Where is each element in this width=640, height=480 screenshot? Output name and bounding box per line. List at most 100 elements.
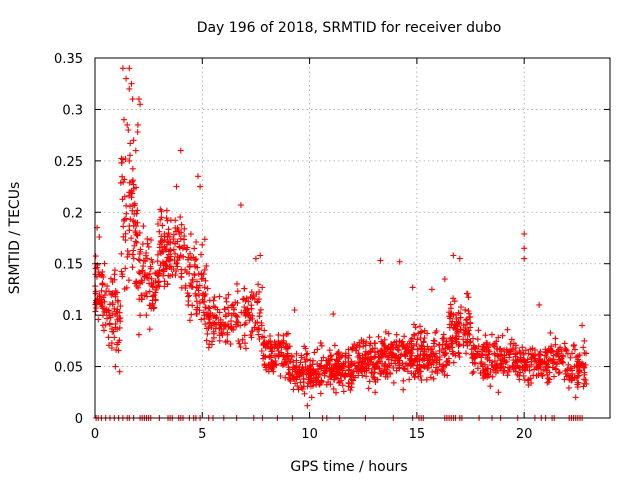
data-point bbox=[291, 364, 298, 371]
data-point bbox=[411, 321, 417, 328]
data-point bbox=[285, 369, 292, 376]
data-point bbox=[150, 305, 157, 312]
data-point bbox=[489, 331, 495, 338]
data-point bbox=[425, 359, 432, 366]
data-point bbox=[159, 259, 166, 266]
data-point bbox=[129, 207, 136, 214]
data-point bbox=[376, 365, 383, 372]
data-point bbox=[466, 310, 473, 317]
data-point bbox=[166, 264, 173, 270]
data-point bbox=[206, 305, 213, 312]
data-point bbox=[525, 350, 532, 357]
data-point bbox=[134, 129, 141, 135]
data-point bbox=[475, 327, 482, 334]
data-point bbox=[126, 189, 133, 196]
data-point bbox=[567, 372, 574, 379]
data-point bbox=[345, 367, 352, 374]
data-point bbox=[448, 310, 455, 317]
data-point bbox=[398, 339, 405, 346]
data-point bbox=[458, 304, 464, 311]
data-point bbox=[119, 173, 126, 180]
data-point bbox=[262, 344, 269, 351]
data-point bbox=[293, 350, 300, 357]
data-point bbox=[455, 333, 462, 340]
data-point bbox=[146, 326, 153, 333]
data-point bbox=[364, 351, 370, 358]
data-point bbox=[430, 375, 437, 382]
data-point bbox=[512, 351, 519, 358]
data-point bbox=[463, 350, 469, 357]
data-point bbox=[143, 250, 150, 256]
data-point bbox=[237, 322, 244, 329]
data-point bbox=[287, 358, 294, 365]
data-point bbox=[163, 258, 170, 265]
data-point bbox=[203, 325, 210, 332]
data-point bbox=[177, 252, 184, 259]
data-point bbox=[167, 247, 174, 254]
data-point bbox=[140, 223, 147, 230]
data-point bbox=[359, 365, 366, 372]
data-point bbox=[290, 386, 297, 393]
x-axis-title: GPS time / hours bbox=[290, 459, 407, 475]
data-point bbox=[130, 255, 137, 262]
data-point bbox=[507, 341, 514, 347]
data-point bbox=[248, 305, 255, 312]
data-point bbox=[565, 361, 572, 368]
data-point bbox=[579, 322, 586, 329]
data-point bbox=[334, 350, 341, 357]
data-point bbox=[527, 346, 534, 353]
data-point bbox=[424, 343, 431, 350]
data-point bbox=[109, 301, 116, 308]
data-point bbox=[243, 345, 249, 352]
data-point bbox=[166, 251, 172, 258]
data-point bbox=[559, 358, 566, 365]
data-point bbox=[126, 85, 133, 92]
data-point bbox=[131, 202, 138, 209]
data-point bbox=[176, 243, 183, 250]
data-point bbox=[347, 387, 354, 394]
data-point bbox=[516, 348, 523, 355]
data-point bbox=[409, 284, 416, 291]
data-point bbox=[399, 338, 406, 345]
data-point bbox=[136, 257, 143, 264]
data-point bbox=[547, 329, 554, 336]
data-point bbox=[151, 292, 158, 299]
data-point bbox=[297, 368, 304, 375]
data-point bbox=[521, 245, 528, 252]
data-point bbox=[546, 369, 553, 376]
data-point bbox=[373, 360, 380, 367]
data-point bbox=[267, 343, 274, 350]
data-point bbox=[280, 340, 287, 347]
data-point bbox=[237, 202, 244, 209]
data-point bbox=[482, 361, 488, 368]
grid-lines bbox=[95, 58, 610, 418]
data-point bbox=[504, 326, 511, 333]
data-point bbox=[178, 221, 185, 228]
data-point bbox=[230, 305, 237, 311]
data-point bbox=[98, 272, 105, 279]
data-point bbox=[177, 214, 184, 221]
data-point bbox=[366, 365, 372, 372]
data-point bbox=[506, 354, 513, 361]
data-point bbox=[135, 284, 142, 291]
data-point bbox=[153, 284, 160, 291]
data-point bbox=[118, 250, 125, 257]
data-point bbox=[180, 253, 187, 260]
data-point bbox=[283, 340, 290, 347]
data-point bbox=[262, 354, 269, 361]
data-point bbox=[350, 368, 357, 375]
data-point bbox=[136, 269, 142, 276]
data-point bbox=[363, 373, 370, 380]
data-point bbox=[317, 339, 324, 346]
data-point bbox=[242, 340, 248, 347]
data-point bbox=[379, 339, 386, 346]
data-point bbox=[487, 383, 494, 390]
data-point bbox=[565, 384, 572, 391]
data-point bbox=[439, 368, 446, 375]
data-point bbox=[472, 360, 479, 367]
data-point bbox=[119, 273, 126, 280]
data-point bbox=[341, 373, 348, 380]
data-point bbox=[308, 394, 315, 401]
data-point bbox=[172, 250, 179, 257]
data-point bbox=[524, 356, 531, 363]
